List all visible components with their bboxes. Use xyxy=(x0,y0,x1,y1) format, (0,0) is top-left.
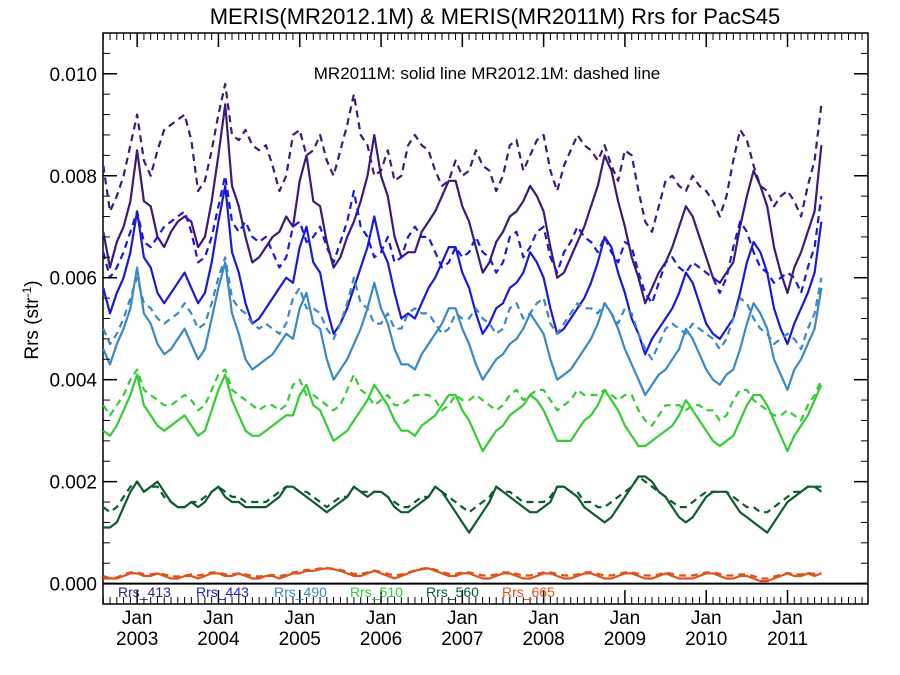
series-rrs-665-dashed-line xyxy=(102,566,822,580)
legend: Rrs_413 Rrs_443 Rrs_490 Rrs_510 Rrs_560 Rrs_6… xyxy=(118,584,555,600)
x-tick-label-year: 2009 xyxy=(604,629,646,650)
legend-entry-rrs-413: Rrs_413 xyxy=(118,584,171,600)
x-tick-label-month: Jan xyxy=(691,608,722,629)
y-axis-label-main: Rrs (str xyxy=(22,297,43,360)
x-tick-label-month: Jan xyxy=(284,608,315,629)
series-rrs-665-solid-line xyxy=(103,567,822,583)
x-tick-label-year: 2004 xyxy=(197,629,240,650)
series-rrs-443-solid-line xyxy=(102,184,823,356)
x-tick-label-year: 2011 xyxy=(767,629,808,650)
legend-entry-rrs-560: Rrs_560 xyxy=(426,584,479,600)
legend-entry-rrs-490: Rrs_490 xyxy=(274,584,327,600)
y-tick-label: 0.002 xyxy=(49,473,97,494)
y-tick-label: 0.008 xyxy=(49,167,97,188)
series-rrs-413-solid-line xyxy=(102,103,823,305)
series-rrs-510-solid-line xyxy=(102,373,823,453)
series-rrs-510-dashed-line xyxy=(102,368,823,427)
x-tick-label-month: Jan xyxy=(203,608,234,629)
x-tick-label-month: Jan xyxy=(528,608,559,629)
x-tick-label-year: 2007 xyxy=(441,629,483,650)
x-tick-label-year: 2005 xyxy=(279,629,321,650)
x-tick-label-year: 2003 xyxy=(116,629,158,650)
y-tick-label: 0.010 xyxy=(49,65,97,86)
axis-layer: 0.0000.0020.0040.0060.0080.010Jan2003Jan… xyxy=(49,32,868,650)
series-rrs-490-dashed-line xyxy=(102,256,823,361)
y-axis-label-superscript: -1 xyxy=(20,286,34,297)
y-tick-label: 0.000 xyxy=(49,575,97,596)
series-rrs-413-dashed-line xyxy=(102,82,823,233)
series-rrs-443-dashed-line xyxy=(102,174,823,305)
x-tick-label-year: 2006 xyxy=(360,629,402,650)
x-tick-label-month: Jan xyxy=(610,608,641,629)
series-rrs-490-solid-line xyxy=(102,261,823,397)
y-axis-label: Rrs (str-1) xyxy=(20,280,43,359)
x-tick-label-year: 2010 xyxy=(685,629,727,650)
x-tick-label-month: Jan xyxy=(366,608,397,629)
legend-entry-rrs-665: Rrs_665 xyxy=(502,584,555,600)
x-tick-label-year: 2008 xyxy=(522,629,564,650)
series-layer xyxy=(102,82,823,583)
y-axis-label-close: ) xyxy=(22,280,43,286)
chart-title: MERIS(MR2012.1M) & MERIS(MR2011M) Rrs fo… xyxy=(210,4,781,29)
legend-entry-rrs-443: Rrs_443 xyxy=(196,584,249,600)
series-rrs-560-dashed-line xyxy=(102,475,822,514)
x-tick-label-month: Jan xyxy=(122,608,153,629)
series-rrs-560-solid-line xyxy=(103,475,823,534)
x-tick-label-month: Jan xyxy=(772,608,803,629)
chart-subtitle: MR2011M: solid line MR2012.1M: dashed li… xyxy=(314,64,660,83)
y-tick-label: 0.006 xyxy=(49,269,97,290)
y-tick-label: 0.004 xyxy=(49,371,97,392)
x-tick-label-month: Jan xyxy=(447,608,478,629)
legend-entry-rrs-510: Rrs_510 xyxy=(350,584,403,600)
